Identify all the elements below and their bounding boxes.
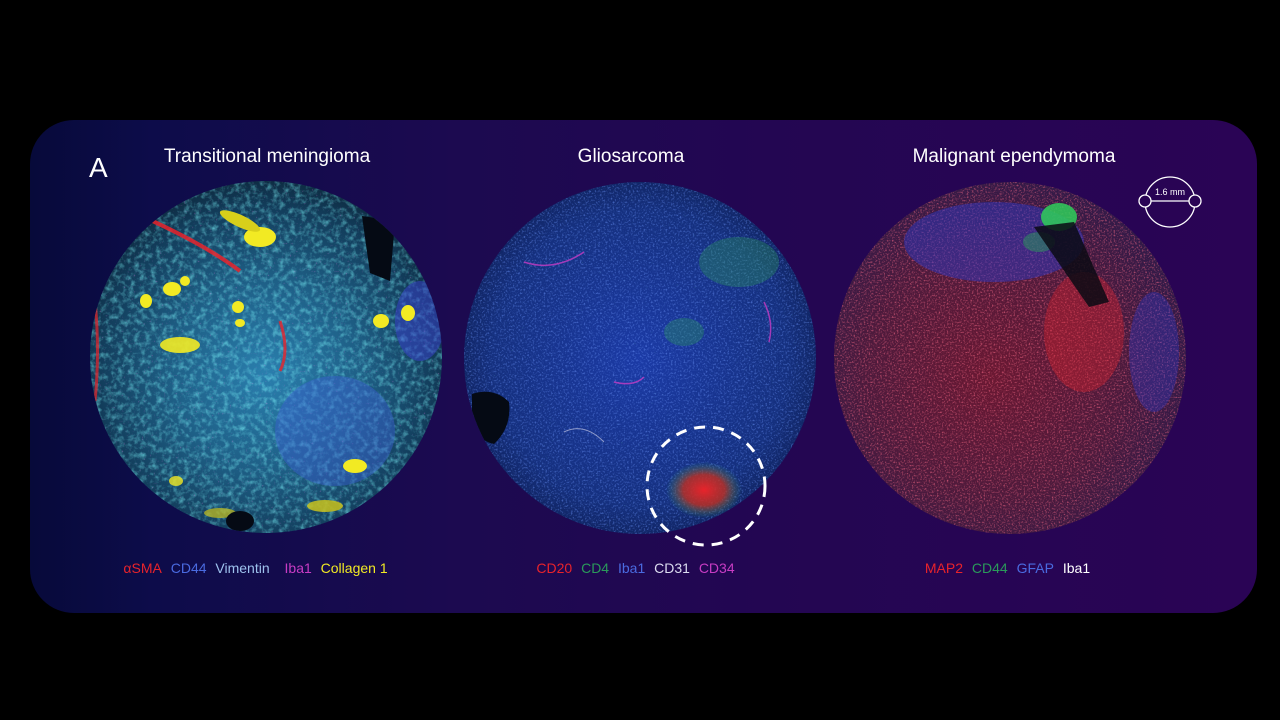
tissue-gliosarcoma-svg	[464, 182, 816, 534]
marker-legend-ependymoma: MAP2 CD44 GFAP Iba1	[925, 560, 1095, 576]
scale-indicator: 1.6 mm	[1138, 176, 1202, 228]
marker-label: CD31	[654, 560, 690, 576]
scale-circle-icon: 1.6 mm	[1138, 176, 1202, 228]
tissue-image-ependymoma	[834, 182, 1186, 534]
highlight-dashed-circle	[645, 425, 767, 547]
marker-label: MAP2	[924, 560, 964, 576]
marker-legend-meningioma: αSMA CD44 Vimentin Iba1 Collagen 1	[123, 560, 392, 576]
marker-label: CD44	[170, 560, 207, 576]
marker-label: CD4	[581, 560, 610, 576]
marker-label: Vimentin	[215, 560, 270, 576]
tissue-image-meningioma	[90, 181, 442, 533]
marker-label: Iba1	[1062, 560, 1091, 576]
tissue-meningioma-svg	[90, 181, 442, 533]
marker-label: Collagen 1	[320, 560, 388, 576]
tissue-image-gliosarcoma	[464, 182, 816, 534]
tissue-ependymoma-svg	[834, 182, 1186, 534]
panel-label: A	[89, 152, 108, 183]
marker-label: CD20	[536, 560, 573, 576]
marker-label: CD34	[698, 560, 735, 576]
marker-label: αSMA	[123, 560, 162, 576]
marker-label: Iba1	[284, 560, 312, 576]
marker-legend-gliosarcoma: CD20 CD4 Iba1 CD31 CD34	[536, 560, 739, 576]
marker-label: GFAP	[1016, 560, 1054, 576]
sample-title-meningioma: Transitional meningioma	[163, 146, 371, 167]
sample-title-ependymoma: Malignant ependymoma	[912, 146, 1116, 167]
scale-label: 1.6 mm	[1155, 187, 1185, 197]
marker-label: Iba1	[617, 560, 646, 576]
marker-label: CD44	[971, 560, 1008, 576]
sample-title-gliosarcoma: Gliosarcoma	[577, 146, 685, 167]
